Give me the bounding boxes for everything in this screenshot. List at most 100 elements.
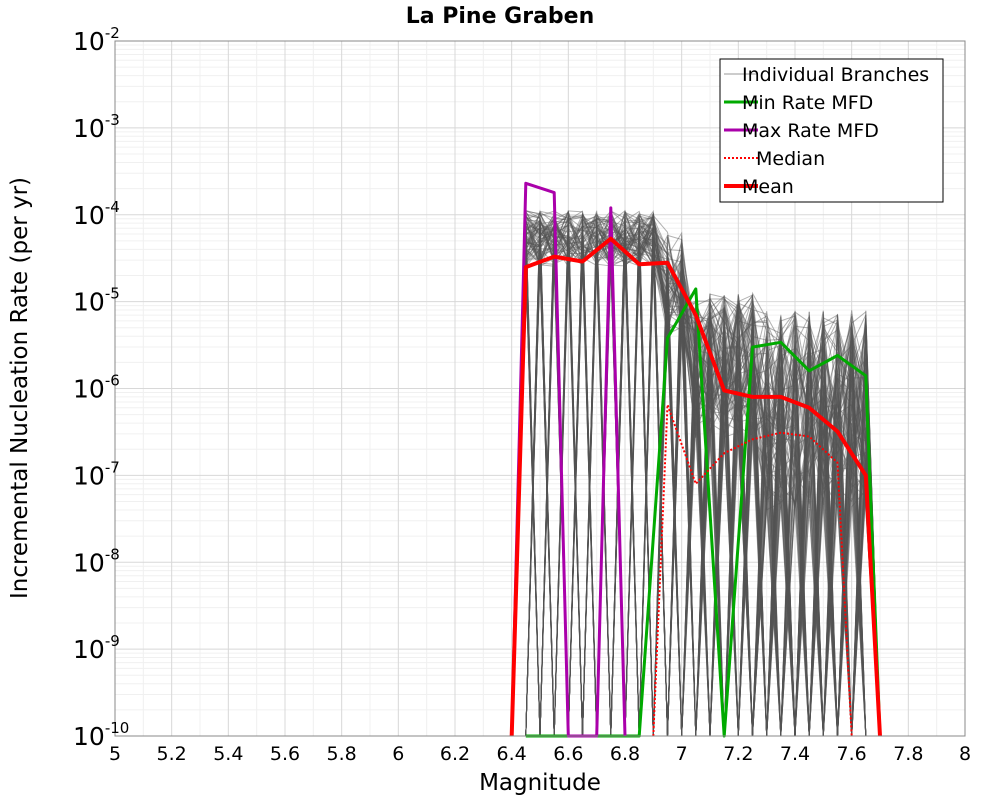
branch-line — [511, 230, 880, 737]
branch-line — [511, 210, 881, 737]
branch-line — [511, 215, 881, 737]
x-tick-label: 7.8 — [893, 743, 923, 765]
branch-line — [511, 238, 881, 737]
branch-line — [511, 209, 880, 737]
y-tick-label: 10-4 — [73, 198, 120, 230]
branch-line — [511, 217, 881, 737]
y-tick-label: 10-9 — [73, 632, 120, 664]
branch-line — [511, 211, 880, 737]
branch-line — [511, 210, 881, 737]
branch-line — [511, 216, 881, 737]
y-tick-label: 10-2 — [73, 24, 120, 56]
branch-line — [511, 213, 881, 737]
branch-line — [511, 217, 881, 737]
branch-line — [511, 214, 881, 737]
branch-line — [511, 218, 881, 737]
branch-line — [511, 213, 880, 737]
series-median — [652, 403, 853, 737]
legend: Individual Branches Min Rate MFD Max Rate … — [719, 58, 944, 203]
legend-label: Max Rate MFD — [742, 120, 879, 142]
branch-line — [511, 216, 880, 737]
branch-line — [511, 216, 881, 737]
y-tick-label: 10-3 — [73, 111, 120, 143]
x-tick-label: 6.2 — [440, 743, 470, 765]
branch-line — [511, 217, 881, 737]
branch-line — [511, 210, 881, 737]
branch-line — [511, 221, 880, 737]
branch-line — [511, 230, 881, 737]
branch-line — [511, 223, 881, 737]
branch-line — [511, 212, 881, 737]
branch-line — [511, 224, 881, 737]
branch-line — [511, 213, 881, 737]
branch-line — [511, 214, 881, 737]
branch-line — [511, 209, 881, 737]
branch-line — [511, 228, 881, 737]
branch-line — [511, 222, 881, 737]
branch-line — [511, 214, 881, 737]
branch-line — [511, 212, 881, 737]
branch-line — [511, 210, 881, 737]
x-tick-label: 7.6 — [837, 743, 867, 765]
x-tick-label: 5.6 — [270, 743, 300, 765]
branch-line — [511, 224, 881, 737]
branch-line — [511, 221, 881, 737]
branch-line — [511, 217, 881, 737]
x-tick-label: 6.4 — [497, 743, 527, 765]
branch-line — [511, 210, 881, 737]
x-axis-label: Magnitude — [479, 770, 601, 796]
y-tick-label: 10-7 — [73, 458, 120, 490]
x-tick-label: 7 — [676, 743, 688, 765]
legend-label: Median — [756, 148, 825, 170]
x-tick-label: 6.8 — [610, 743, 640, 765]
series-mean — [509, 236, 882, 737]
legend-label: Individual Branches — [742, 64, 929, 86]
chart-title: La Pine Graben — [406, 4, 595, 29]
branch-line — [511, 212, 881, 737]
branch-line — [511, 216, 881, 737]
plot-frame — [114, 40, 966, 737]
branch-line — [511, 210, 881, 737]
x-tick-label: 5.8 — [327, 743, 357, 765]
branch-line — [511, 210, 881, 737]
legend-label: Mean — [742, 176, 794, 198]
x-tick-label: 8 — [959, 743, 971, 765]
x-tick-label: 6.6 — [553, 743, 583, 765]
branch-line — [511, 211, 881, 737]
branch-line — [511, 213, 881, 737]
branch-line — [511, 223, 881, 737]
y-tick-label: 10-5 — [73, 285, 120, 317]
y-tick-label: 10-10 — [73, 719, 129, 751]
branch-line — [511, 214, 880, 737]
branch-line — [511, 213, 881, 737]
branch-line — [511, 210, 881, 737]
branch-line — [511, 234, 880, 737]
branch-line — [511, 211, 881, 737]
branch-line — [511, 220, 881, 737]
branch-line — [511, 216, 881, 737]
branch-line — [511, 214, 881, 737]
branch-line — [511, 214, 881, 737]
branch-line — [511, 210, 881, 737]
y-tick-label: 10-6 — [73, 372, 120, 404]
branch-line — [511, 213, 881, 737]
branch-line — [511, 220, 881, 737]
x-axis-ticks: 5 5.2 5.4 5.6 5.8 6 6.2 6.4 6.6 6.8 7 7.2 7.4 7.6 7.8 8 — [109, 743, 971, 765]
x-tick-label: 5.2 — [157, 743, 187, 765]
branch-line — [511, 212, 881, 737]
branch-line — [511, 228, 881, 737]
branch-line — [511, 210, 881, 737]
branch-line — [511, 221, 881, 737]
branch-line — [511, 223, 881, 737]
branch-line — [511, 215, 881, 737]
branch-line — [511, 214, 881, 737]
branch-line — [511, 219, 881, 737]
branch-line — [511, 219, 881, 737]
branch-line — [511, 218, 881, 737]
branch-line — [511, 218, 881, 737]
branch-line — [511, 219, 881, 737]
branch-line — [511, 235, 881, 737]
legend-label: Min Rate MFD — [742, 92, 873, 114]
y-axis-label: Incremental Nucleation Rate (per yr) — [7, 177, 33, 599]
